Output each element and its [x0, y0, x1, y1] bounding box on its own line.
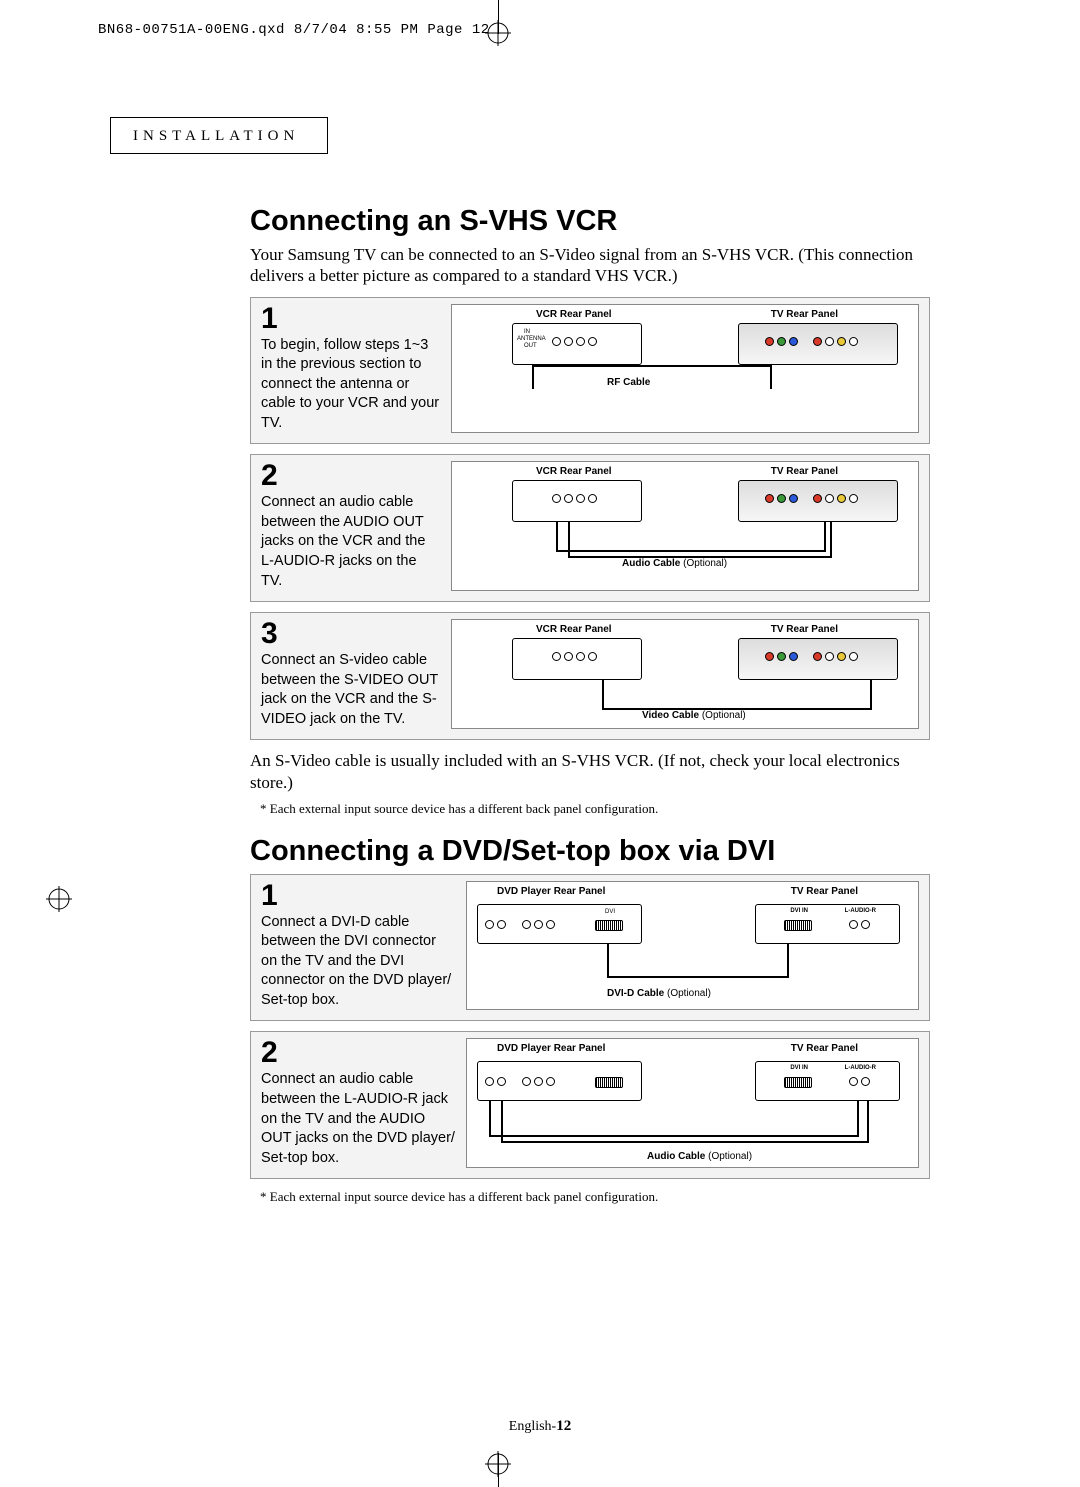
step-number: 1 [261, 881, 456, 911]
section1-note: An S-Video cable is usually included wit… [250, 750, 930, 794]
step-number: 3 [261, 619, 441, 649]
registration-mark-icon [485, 1451, 511, 1477]
step-text: Connect an audio cable between the L-AUD… [261, 1070, 456, 1168]
tv-panel-label: TV Rear Panel [771, 309, 838, 320]
cable-optional: (Optional) [708, 1151, 752, 1162]
section2-title: Connecting a DVD/Set-top box via DVI [250, 835, 930, 868]
section1-intro: Your Samsung TV can be connected to an S… [250, 244, 930, 287]
cable-optional: (Optional) [702, 710, 746, 721]
dvd-panel-label: DVD Player Rear Panel [497, 1043, 605, 1054]
vcr-panel-label: VCR Rear Panel [536, 624, 612, 635]
diagram-panel: DVD Player Rear Panel TV Rear Panel DVI … [466, 881, 919, 1011]
step-text: Connect an S-video cable between the S-V… [261, 651, 441, 729]
tv-panel-label: TV Rear Panel [771, 624, 838, 635]
section1-footnote: * Each external input source device has … [260, 801, 930, 817]
file-header: BN68-00751A-00ENG.qxd 8/7/04 8:55 PM Pag… [98, 22, 490, 38]
section2-step2: 2 Connect an audio cable between the L-A… [250, 1031, 930, 1179]
page-number: English-12 [0, 1418, 1080, 1435]
diagram-panel: VCR Rear Panel TV Rear Panel Video Cable… [451, 619, 919, 729]
step-text: Connect an audio cable between the AUDIO… [261, 493, 441, 591]
section2-footnote: * Each external input source device has … [260, 1189, 930, 1205]
step-number: 2 [261, 461, 441, 491]
cable-label: Audio Cable [622, 558, 680, 569]
section2-step1: 1 Connect a DVI-D cable between the DVI … [250, 874, 930, 1022]
step-text: To begin, follow steps 1~3 in the previo… [261, 336, 441, 434]
step-text: Connect a DVI-D cable between the DVI co… [261, 913, 456, 1011]
cable-label: Video Cable [642, 710, 699, 721]
vcr-panel-label: VCR Rear Panel [536, 466, 612, 477]
section1-step3: 3 Connect an S-video cable between the S… [250, 612, 930, 740]
section1-step1: 1 To begin, follow steps 1~3 in the prev… [250, 297, 930, 445]
tv-panel-label: TV Rear Panel [771, 466, 838, 477]
cable-label: Audio Cable [647, 1151, 705, 1162]
step-number: 1 [261, 304, 441, 334]
diagram-panel: DVD Player Rear Panel TV Rear Panel DVI … [466, 1038, 919, 1168]
registration-mark-icon [46, 886, 72, 912]
cable-label: RF Cable [607, 377, 650, 388]
cable-label: DVI-D Cable [607, 988, 664, 999]
diagram-panel: VCR Rear Panel TV Rear Panel Audio Cable… [451, 461, 919, 591]
diagram-panel: VCR Rear Panel TV Rear Panel IN ANTENNA … [451, 304, 919, 434]
section-label: INSTALLATION [110, 117, 328, 154]
section1-title: Connecting an S-VHS VCR [250, 205, 930, 238]
tv-panel-label: TV Rear Panel [791, 886, 858, 897]
section1-step2: 2 Connect an audio cable between the AUD… [250, 454, 930, 602]
dvd-panel-label: DVD Player Rear Panel [497, 886, 605, 897]
step-number: 2 [261, 1038, 456, 1068]
vcr-panel-label: VCR Rear Panel [536, 309, 612, 320]
cable-optional: (Optional) [683, 558, 727, 569]
tv-panel-label: TV Rear Panel [791, 1043, 858, 1054]
cable-optional: (Optional) [667, 988, 711, 999]
